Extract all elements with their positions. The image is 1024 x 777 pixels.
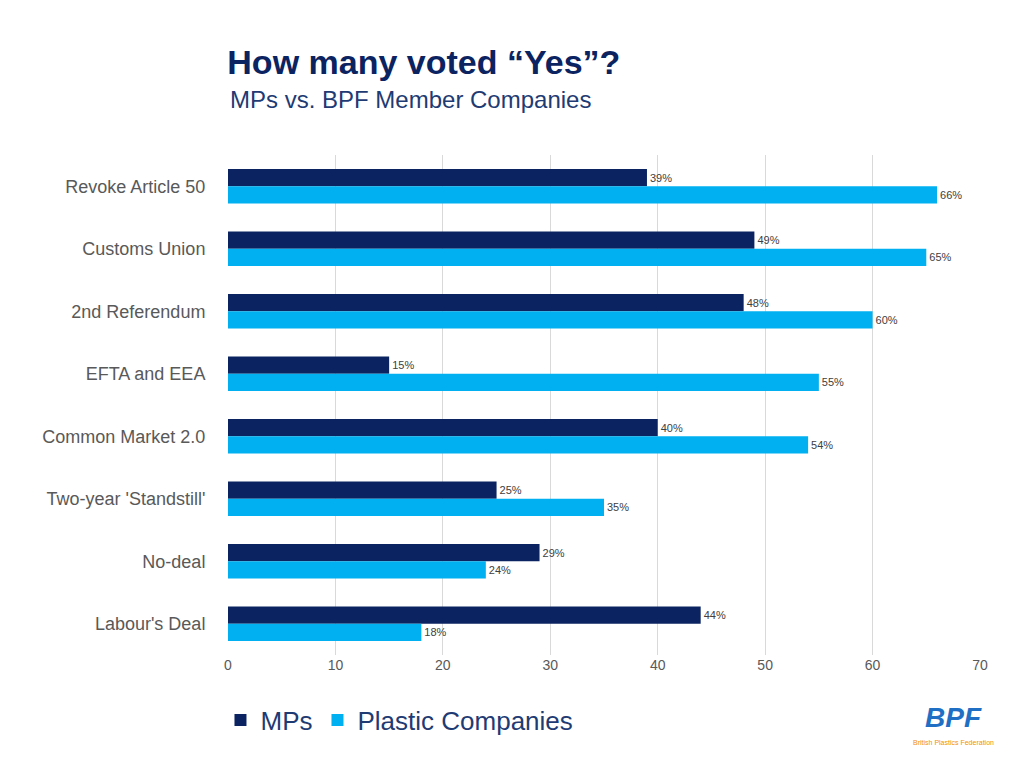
- svg-text:60: 60: [865, 657, 881, 673]
- svg-text:MPs vs. BPF Member Companies: MPs vs. BPF Member Companies: [230, 86, 591, 113]
- svg-text:50: 50: [757, 657, 773, 673]
- svg-text:Customs Union: Customs Union: [82, 239, 205, 259]
- svg-text:2nd Referendum: 2nd Referendum: [71, 302, 205, 322]
- svg-text:35%: 35%: [607, 501, 629, 513]
- svg-text:48%: 48%: [747, 297, 769, 309]
- svg-text:15%: 15%: [392, 359, 414, 371]
- svg-text:How many voted “Yes”?: How many voted “Yes”?: [227, 43, 620, 81]
- svg-text:Labour's Deal: Labour's Deal: [95, 614, 206, 634]
- svg-text:No-deal: No-deal: [142, 552, 205, 572]
- svg-text:54%: 54%: [811, 439, 833, 451]
- svg-text:55%: 55%: [822, 376, 844, 388]
- svg-text:British Plastics Federation: British Plastics Federation: [913, 739, 994, 746]
- svg-text:25%: 25%: [500, 484, 522, 496]
- svg-text:44%: 44%: [704, 609, 726, 621]
- svg-text:Two-year 'Standstill': Two-year 'Standstill': [46, 489, 205, 509]
- svg-text:49%: 49%: [757, 234, 779, 246]
- svg-text:Common Market 2.0: Common Market 2.0: [42, 427, 205, 447]
- svg-text:29%: 29%: [543, 547, 565, 559]
- svg-text:40: 40: [650, 657, 666, 673]
- svg-text:66%: 66%: [940, 189, 962, 201]
- svg-text:60%: 60%: [876, 314, 898, 326]
- svg-text:18%: 18%: [424, 626, 446, 638]
- svg-text:BPF: BPF: [925, 702, 982, 733]
- svg-text:24%: 24%: [489, 564, 511, 576]
- svg-text:40%: 40%: [661, 422, 683, 434]
- svg-text:Plastic Companies: Plastic Companies: [357, 706, 572, 736]
- svg-text:10: 10: [328, 657, 344, 673]
- svg-text:0: 0: [224, 657, 232, 673]
- svg-text:39%: 39%: [650, 172, 672, 184]
- svg-text:20: 20: [435, 657, 451, 673]
- svg-text:70: 70: [972, 657, 988, 673]
- svg-text:30: 30: [543, 657, 559, 673]
- svg-text:EFTA and EEA: EFTA and EEA: [86, 364, 206, 384]
- svg-text:Revoke Article 50: Revoke Article 50: [65, 177, 205, 197]
- svg-text:65%: 65%: [929, 251, 951, 263]
- svg-text:MPs: MPs: [260, 706, 312, 736]
